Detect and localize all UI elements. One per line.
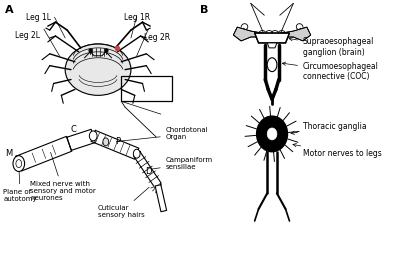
Ellipse shape (103, 138, 109, 146)
Ellipse shape (267, 128, 277, 140)
Text: Leg 1L: Leg 1L (26, 13, 51, 22)
Polygon shape (155, 185, 167, 212)
Polygon shape (134, 151, 161, 188)
Text: P: P (115, 137, 120, 146)
Text: Leg 2L: Leg 2L (15, 31, 40, 40)
Ellipse shape (65, 44, 131, 95)
Text: Mixed nerve with
sensory and motor
neurones: Mixed nerve with sensory and motor neuro… (30, 152, 96, 201)
Ellipse shape (89, 131, 97, 141)
Bar (121, 76, 172, 101)
Polygon shape (67, 129, 95, 150)
Text: B: B (200, 5, 208, 15)
Polygon shape (233, 27, 262, 41)
Ellipse shape (256, 116, 288, 152)
Polygon shape (16, 136, 72, 171)
Text: Supraoesophageal
ganglion (brain): Supraoesophageal ganglion (brain) (289, 37, 374, 57)
Ellipse shape (133, 149, 140, 158)
Text: D: D (145, 167, 152, 176)
Text: Leg 1R: Leg 1R (124, 13, 150, 22)
Text: Chordotonal
Organ: Chordotonal Organ (116, 128, 208, 141)
Polygon shape (91, 130, 139, 159)
Ellipse shape (267, 58, 277, 72)
Ellipse shape (13, 156, 24, 171)
Text: M: M (6, 149, 13, 158)
Polygon shape (255, 33, 290, 43)
Text: Leg 2R: Leg 2R (144, 33, 170, 42)
Text: Thoracic ganglia: Thoracic ganglia (291, 121, 367, 134)
Polygon shape (282, 27, 311, 41)
Polygon shape (267, 43, 277, 48)
Text: Plane of
autotomy: Plane of autotomy (3, 166, 37, 202)
Text: A: A (5, 5, 14, 15)
Text: Circumoesophageal
connective (COC): Circumoesophageal connective (COC) (282, 62, 379, 81)
Text: Cuticular
sensory hairs: Cuticular sensory hairs (98, 187, 149, 218)
Text: C: C (71, 125, 77, 134)
Text: Campaniform
sensillae: Campaniform sensillae (151, 157, 213, 170)
Text: Motor nerves to legs: Motor nerves to legs (293, 144, 382, 158)
